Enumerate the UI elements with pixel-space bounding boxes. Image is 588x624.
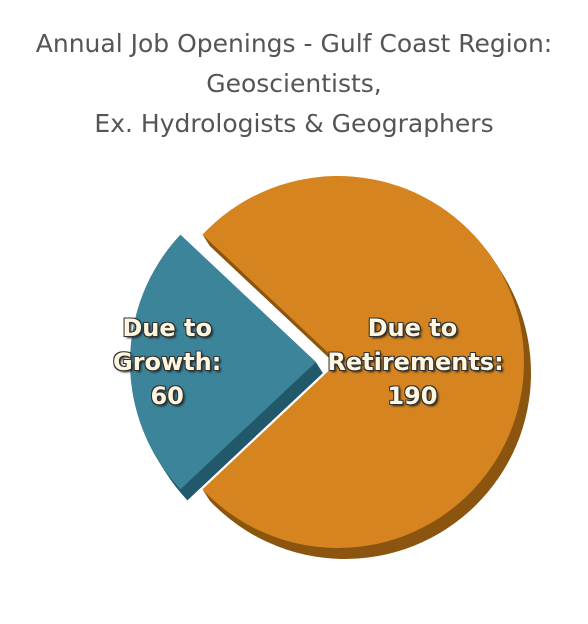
- value-label: 60: [150, 382, 184, 410]
- value-label: 190: [387, 382, 438, 410]
- title-line: Annual Job Openings - Gulf Coast Region:: [35, 29, 553, 58]
- slice: [202, 176, 524, 548]
- slice-label: Due to Retirements: 190: [327, 311, 504, 413]
- category-label: Due to Growth:: [113, 314, 222, 376]
- slice: [129, 234, 316, 490]
- slice-label: Due to Growth: 60: [112, 311, 222, 413]
- chart-title: Annual Job Openings - Gulf Coast Region:…: [0, 24, 588, 144]
- category-label: Due to Retirements:: [327, 314, 504, 376]
- title-line: Geoscientists,: [206, 69, 382, 98]
- title-line: Ex. Hydrologists & Geographers: [94, 109, 494, 138]
